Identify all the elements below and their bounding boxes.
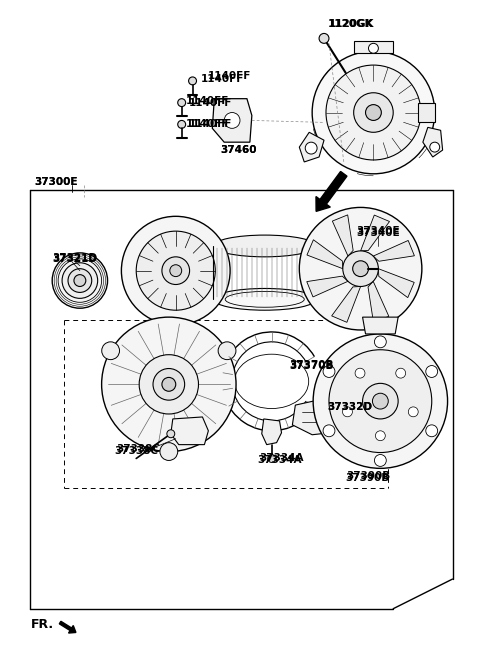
Text: 37370B: 37370B xyxy=(289,359,334,369)
Circle shape xyxy=(362,383,398,419)
Polygon shape xyxy=(418,102,435,123)
Text: 37334A: 37334A xyxy=(260,453,304,464)
Text: 37300E: 37300E xyxy=(35,176,78,187)
Text: 37300E: 37300E xyxy=(35,176,78,187)
Circle shape xyxy=(102,342,120,359)
Text: 37460: 37460 xyxy=(220,145,257,155)
Text: 37460: 37460 xyxy=(220,145,257,155)
Circle shape xyxy=(189,77,196,85)
Polygon shape xyxy=(423,127,443,157)
Text: 1140FF: 1140FF xyxy=(189,119,232,129)
Circle shape xyxy=(167,430,175,438)
Polygon shape xyxy=(171,417,208,445)
Circle shape xyxy=(224,113,240,129)
Text: 37332D: 37332D xyxy=(327,402,372,412)
Text: FR.: FR. xyxy=(30,618,54,631)
Text: 37338C: 37338C xyxy=(117,443,160,453)
Circle shape xyxy=(426,365,438,377)
Ellipse shape xyxy=(213,289,316,310)
Text: 37338C: 37338C xyxy=(114,445,158,455)
Circle shape xyxy=(305,142,317,154)
Circle shape xyxy=(426,425,438,437)
Circle shape xyxy=(312,51,435,174)
Text: 37332D: 37332D xyxy=(327,402,372,412)
Polygon shape xyxy=(307,276,348,297)
Polygon shape xyxy=(212,98,252,142)
Circle shape xyxy=(178,121,186,129)
Text: 1140FF: 1140FF xyxy=(186,96,229,106)
Text: 1140FF: 1140FF xyxy=(201,74,244,84)
Text: 1120GK: 1120GK xyxy=(328,18,373,29)
Polygon shape xyxy=(262,419,281,445)
FancyArrow shape xyxy=(316,171,347,211)
Circle shape xyxy=(160,443,178,461)
Circle shape xyxy=(323,425,335,437)
Circle shape xyxy=(178,98,186,106)
Text: 1140FF: 1140FF xyxy=(207,71,251,81)
Circle shape xyxy=(62,263,97,298)
Text: 37321D: 37321D xyxy=(52,254,97,264)
Circle shape xyxy=(329,350,432,453)
Polygon shape xyxy=(378,269,414,298)
Circle shape xyxy=(375,431,385,441)
Circle shape xyxy=(268,455,276,462)
Circle shape xyxy=(374,455,386,466)
Polygon shape xyxy=(373,241,414,261)
Polygon shape xyxy=(354,41,393,53)
Text: 1140FF: 1140FF xyxy=(186,119,229,129)
Text: 1140FF: 1140FF xyxy=(189,98,232,108)
Circle shape xyxy=(136,231,216,310)
Circle shape xyxy=(408,407,418,417)
Polygon shape xyxy=(154,325,197,342)
Circle shape xyxy=(353,261,369,277)
Circle shape xyxy=(162,257,190,285)
Text: 37340E: 37340E xyxy=(357,226,400,236)
Circle shape xyxy=(354,92,393,133)
Circle shape xyxy=(74,275,86,287)
Polygon shape xyxy=(368,281,389,323)
Circle shape xyxy=(218,342,236,359)
Circle shape xyxy=(369,43,378,53)
Polygon shape xyxy=(362,317,398,334)
Polygon shape xyxy=(332,215,353,256)
Circle shape xyxy=(319,33,329,43)
Polygon shape xyxy=(332,287,360,322)
Circle shape xyxy=(430,142,440,152)
Text: 37321D: 37321D xyxy=(52,253,97,263)
Circle shape xyxy=(343,251,378,287)
Polygon shape xyxy=(307,239,343,269)
FancyArrow shape xyxy=(60,621,76,633)
Text: 37390B: 37390B xyxy=(347,471,391,482)
Circle shape xyxy=(396,368,406,378)
Circle shape xyxy=(121,216,230,325)
Circle shape xyxy=(372,393,388,409)
Circle shape xyxy=(326,65,421,160)
Text: 37334A: 37334A xyxy=(258,455,302,466)
Circle shape xyxy=(313,334,447,468)
Circle shape xyxy=(139,355,199,414)
Circle shape xyxy=(170,265,182,277)
Circle shape xyxy=(323,365,335,377)
Text: 37370B: 37370B xyxy=(289,361,334,371)
Circle shape xyxy=(366,104,381,121)
Text: 37390B: 37390B xyxy=(346,473,390,483)
Circle shape xyxy=(162,377,176,391)
Polygon shape xyxy=(300,133,324,162)
Polygon shape xyxy=(360,215,389,251)
Circle shape xyxy=(300,207,422,330)
Text: 37340E: 37340E xyxy=(357,228,400,238)
Circle shape xyxy=(355,368,365,378)
Circle shape xyxy=(52,253,108,308)
Circle shape xyxy=(374,336,386,348)
Ellipse shape xyxy=(213,235,316,257)
Circle shape xyxy=(102,317,236,451)
Circle shape xyxy=(343,407,352,417)
Text: 1120GK: 1120GK xyxy=(329,18,374,29)
Circle shape xyxy=(68,269,92,293)
Circle shape xyxy=(168,325,184,341)
Circle shape xyxy=(153,369,185,400)
Polygon shape xyxy=(292,399,345,435)
